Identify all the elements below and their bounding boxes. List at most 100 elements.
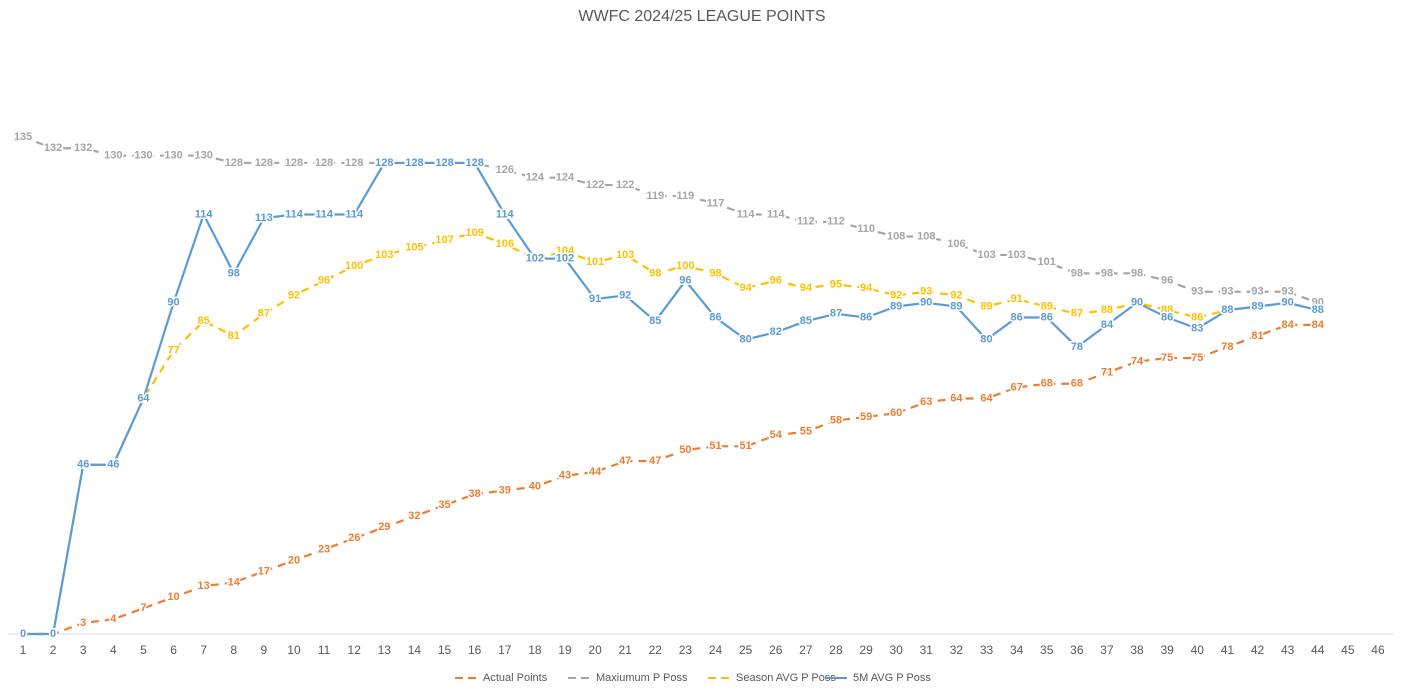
data-label: 93 <box>1251 286 1263 298</box>
series-line <box>23 323 1318 636</box>
data-label: 135 <box>14 131 32 143</box>
data-label: 64 <box>950 392 963 404</box>
data-label: 51 <box>709 440 721 452</box>
x-tick-label: 7 <box>200 643 207 657</box>
data-label: 54 <box>770 429 783 441</box>
data-label: 0 <box>50 628 56 640</box>
data-label: 77 <box>167 345 179 357</box>
data-label: 3 <box>80 617 86 629</box>
data-label: 103 <box>616 249 634 261</box>
legend-label: Actual Points <box>483 672 548 684</box>
data-label: 85 <box>649 315 661 327</box>
data-label: 29 <box>378 521 390 533</box>
x-tick-label: 11 <box>318 643 331 657</box>
data-label: 32 <box>408 510 420 522</box>
x-tick-label: 5 <box>140 643 147 657</box>
data-label: 100 <box>345 260 363 272</box>
data-label: 0 <box>20 628 26 640</box>
data-label: 128 <box>465 157 483 169</box>
data-label: 90 <box>1312 297 1324 309</box>
data-label: 23 <box>318 543 330 555</box>
data-label: 114 <box>496 208 515 220</box>
series-line <box>22 136 1319 304</box>
data-label: 114 <box>767 208 786 220</box>
series-line <box>23 161 1318 636</box>
data-label: 98 <box>649 267 661 279</box>
x-tick-label: 16 <box>468 643 482 657</box>
data-label: 67 <box>1011 381 1023 393</box>
data-label: 13 <box>198 580 210 592</box>
data-label: 90 <box>920 297 932 309</box>
data-label: 20 <box>288 554 300 566</box>
x-tick-label: 18 <box>528 643 542 657</box>
legend-label: Season AVG P Poss <box>736 672 836 684</box>
data-label: 114 <box>737 208 756 220</box>
data-label: 128 <box>375 157 393 169</box>
data-label: 59 <box>860 411 872 423</box>
x-tick-label: 15 <box>438 643 452 657</box>
data-label: 90 <box>1131 297 1143 309</box>
data-label: 84 <box>1312 319 1325 331</box>
data-label: 128 <box>225 157 243 169</box>
data-label: 130 <box>194 150 212 162</box>
x-tick-label: 13 <box>378 643 392 657</box>
data-label: 126 <box>496 164 514 176</box>
data-label: 89 <box>1041 300 1053 312</box>
data-label: 55 <box>800 426 812 438</box>
data-label: 128 <box>315 157 333 169</box>
data-label: 108 <box>917 230 935 242</box>
data-label: 92 <box>619 289 631 301</box>
data-label: 102 <box>556 253 574 265</box>
x-tick-label: 21 <box>619 643 633 657</box>
data-label: 85 <box>198 315 210 327</box>
data-label: 119 <box>646 190 664 202</box>
data-label: 88 <box>1312 304 1324 316</box>
data-label: 94 <box>860 282 873 294</box>
data-label: 124 <box>556 172 575 184</box>
data-label: 88 <box>1221 304 1233 316</box>
data-label: 96 <box>1161 275 1173 287</box>
data-label: 60 <box>890 407 902 419</box>
data-label: 39 <box>499 484 511 496</box>
data-label: 109 <box>465 227 483 239</box>
data-label: 80 <box>740 334 752 346</box>
data-label: 47 <box>619 455 631 467</box>
data-label: 0 <box>20 628 26 640</box>
data-label: 102 <box>526 253 544 265</box>
x-tick-label: 36 <box>1070 643 1084 657</box>
data-label: 110 <box>857 223 875 235</box>
data-label: 106 <box>496 238 514 250</box>
data-label: 112 <box>827 216 845 228</box>
data-label: 82 <box>770 326 782 338</box>
x-tick-label: 34 <box>1010 643 1024 657</box>
data-label: 86 <box>860 311 872 323</box>
data-label: 44 <box>589 466 602 478</box>
legend-label: 5M AVG P Poss <box>853 672 931 684</box>
data-label: 128 <box>345 157 363 169</box>
data-label: 128 <box>465 157 483 169</box>
data-label: 95 <box>830 278 842 290</box>
data-label: 90 <box>1281 297 1293 309</box>
data-label: 92 <box>950 289 962 301</box>
data-label: 89 <box>1251 300 1263 312</box>
x-tick-label: 22 <box>649 643 663 657</box>
data-label: 89 <box>980 300 992 312</box>
data-label: 64 <box>137 392 150 404</box>
data-label: 46 <box>77 459 89 471</box>
data-label: 93 <box>1281 286 1293 298</box>
x-tick-label: 25 <box>739 643 753 657</box>
data-label: 87 <box>258 308 270 320</box>
data-label: 83 <box>1191 322 1203 334</box>
data-label: 40 <box>529 481 541 493</box>
data-label: 68 <box>1071 378 1083 390</box>
data-label: 119 <box>677 190 695 202</box>
data-label: 88 <box>1101 304 1113 316</box>
data-label: 35 <box>438 499 450 511</box>
data-label: 132 <box>44 142 62 154</box>
x-tick-label: 30 <box>890 643 904 657</box>
data-label: 96 <box>318 275 330 287</box>
data-label: 94 <box>740 282 753 294</box>
x-tick-label: 24 <box>709 643 723 657</box>
data-label: 86 <box>1011 311 1023 323</box>
